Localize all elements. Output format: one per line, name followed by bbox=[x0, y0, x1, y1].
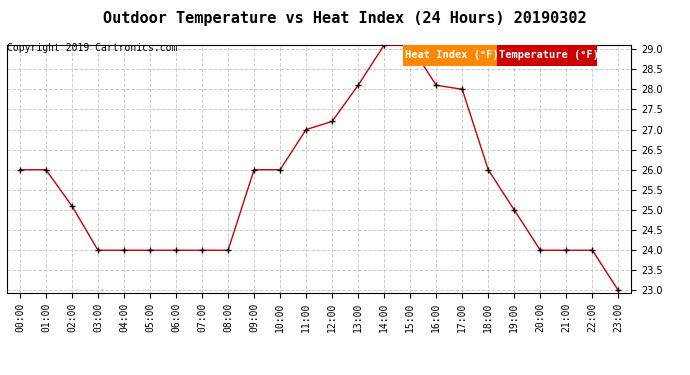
Text: Outdoor Temperature vs Heat Index (24 Hours) 20190302: Outdoor Temperature vs Heat Index (24 Ho… bbox=[104, 11, 586, 26]
Text: Heat Index (°F): Heat Index (°F) bbox=[406, 50, 500, 60]
Text: Copyright 2019 Cartronics.com: Copyright 2019 Cartronics.com bbox=[7, 43, 177, 53]
Text: Temperature (°F): Temperature (°F) bbox=[499, 50, 599, 60]
